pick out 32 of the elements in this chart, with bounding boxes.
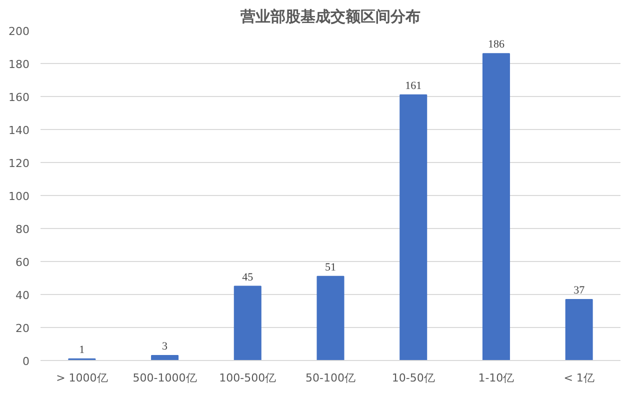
bar xyxy=(400,94,428,360)
data-label: 37 xyxy=(574,284,586,296)
data-label: 161 xyxy=(405,80,422,92)
y-tick-label: 140 xyxy=(8,124,30,137)
y-tick-label: 160 xyxy=(8,91,30,104)
y-tick-label: 40 xyxy=(16,289,30,302)
y-tick-label: 120 xyxy=(8,157,30,170)
y-tick-label: 80 xyxy=(16,223,30,236)
x-tick-label: 1-10亿 xyxy=(478,372,514,384)
y-tick-label: 20 xyxy=(16,322,30,335)
y-tick-label: 0 xyxy=(22,355,30,368)
chart-title: 营业部股基成交额区间分布 xyxy=(240,8,420,26)
y-tick-label: 180 xyxy=(8,58,30,71)
bar xyxy=(151,355,179,360)
bar xyxy=(565,298,593,360)
data-label: 186 xyxy=(488,38,505,51)
data-label: 3 xyxy=(162,340,168,353)
data-label: 1 xyxy=(79,344,85,356)
x-tick-label: 100-500亿 xyxy=(219,372,276,384)
bar xyxy=(482,53,510,360)
y-tick-label: 100 xyxy=(8,190,30,203)
data-label: 45 xyxy=(242,271,254,284)
data-label: 51 xyxy=(325,261,336,274)
x-tick-label: 50-100亿 xyxy=(306,372,356,384)
x-tick-label: < 1亿 xyxy=(564,372,594,384)
x-tick-label: > 1000亿 xyxy=(56,372,108,384)
x-tick-label: 10-50亿 xyxy=(392,372,435,384)
y-tick-label: 200 xyxy=(8,25,30,38)
x-tick-label: 500-1000亿 xyxy=(132,372,197,384)
bar xyxy=(234,286,262,360)
y-tick-label: 60 xyxy=(16,256,30,269)
bar xyxy=(316,276,344,360)
